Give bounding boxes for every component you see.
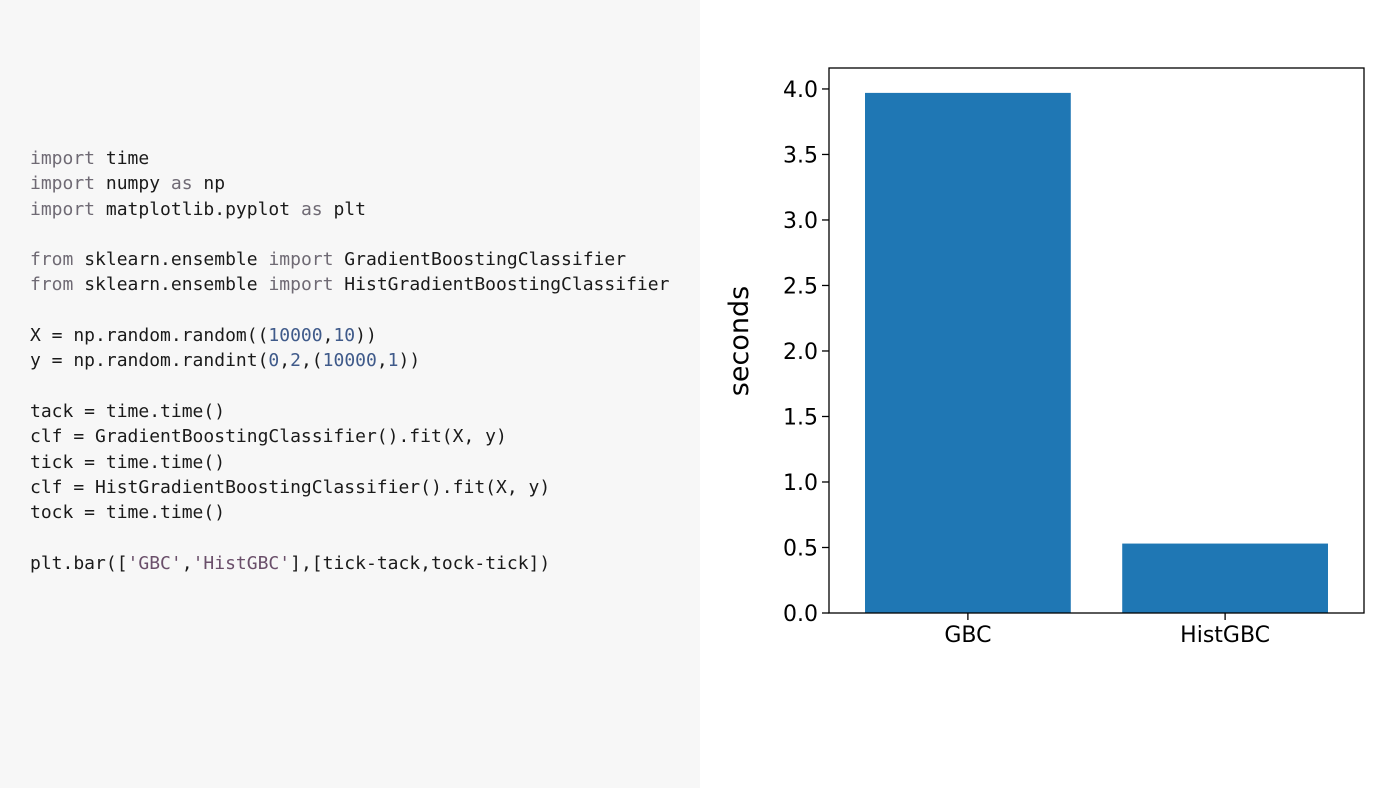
code-line: plt.bar(['GBC','HistGBC'],[tick-tack,toc… (30, 551, 669, 576)
y-tick-label: 1.5 (783, 405, 818, 430)
code-text: ],[tick-tack,tock-tick]) (290, 552, 551, 574)
code-line: tick = time.time() (30, 450, 669, 475)
code-text: , (181, 552, 193, 574)
code-text: sklearn.ensemble (73, 249, 269, 271)
code-line: ​ (30, 374, 669, 399)
code-text: np (192, 173, 226, 195)
code-text: )) (398, 350, 421, 372)
plot-frame (828, 67, 1365, 614)
y-axis-label: seconds (724, 286, 755, 396)
code-line: import numpy as np (30, 171, 669, 196)
code-keyword: as (170, 173, 193, 195)
code-text: , (279, 350, 291, 372)
code-line: clf = HistGradientBoostingClassifier().f… (30, 475, 669, 500)
code-line: X = np.random.random((10000,10)) (30, 323, 669, 348)
code-line: ​ (30, 222, 669, 247)
bar-histgbc (1122, 543, 1328, 613)
bar-chart: 0.0 0.5 1.0 1.5 2.0 2.5 3.0 3.5 4.0 GBC HistGBC s… (724, 67, 1365, 648)
code-text: ,( (300, 350, 323, 372)
code-number: 1 (387, 350, 399, 372)
y-tick-label: 1.0 (783, 471, 818, 496)
code-keyword: import (30, 148, 96, 169)
y-tick-label: 4.0 (783, 78, 818, 103)
y-tick-label: 0.0 (783, 602, 818, 627)
code-keyword: import (268, 249, 334, 271)
code-text: clf = GradientBoostingClassifier().fit(X… (30, 426, 507, 448)
code-text: plt.bar([ (30, 552, 128, 574)
code-text: tock = time.time() (30, 502, 226, 524)
y-tick-label: 3.5 (783, 143, 818, 168)
code-text: tick = time.time() (30, 451, 226, 473)
code-string: 'GBC' (127, 552, 182, 574)
code-text: numpy (95, 173, 171, 195)
code-number: 2 (290, 350, 301, 372)
code-panel: import time import numpy as np import matp… (30, 146, 670, 576)
code-text: , (376, 350, 388, 372)
code-text: , (322, 325, 334, 347)
code-keyword: import (30, 198, 96, 220)
code-number: 10 (333, 325, 356, 347)
code-line: ​ (30, 525, 669, 550)
code-number: 10000 (322, 350, 377, 372)
code-keyword: as (300, 198, 323, 220)
code-text: sklearn.ensemble (73, 274, 269, 296)
code-keyword: import (268, 274, 334, 296)
code-line: import matplotlib.pyplot as plt (30, 197, 669, 222)
code-line: y = np.random.randint(0,2,(10000,1)) (30, 348, 669, 373)
code-text: matplotlib.pyplot (95, 198, 301, 220)
code-number: 10000 (268, 325, 323, 347)
code-keyword: import (30, 173, 96, 195)
code-block: import time import numpy as np import matp… (30, 146, 669, 576)
code-number: 0 (268, 350, 280, 372)
code-text: time (95, 148, 150, 169)
y-tick-label: 2.0 (783, 340, 818, 365)
code-text: )) (355, 325, 377, 347)
code-text: X = np.random.random(( (30, 325, 269, 347)
code-text: y = np.random.randint( (30, 350, 269, 372)
code-line: tack = time.time() (30, 399, 669, 424)
code-line: clf = GradientBoostingClassifier().fit(X… (30, 424, 669, 449)
code-text: tack = time.time() (30, 400, 226, 422)
x-tick-label-gbc: GBC (944, 623, 991, 648)
code-keyword: from (30, 274, 74, 296)
code-text: GradientBoostingClassifier (333, 249, 627, 271)
y-tick-label: 3.0 (783, 209, 818, 234)
code-line: import time (30, 146, 669, 171)
y-tick-label: 2.5 (783, 274, 818, 299)
code-text: clf = HistGradientBoostingClassifier().f… (30, 476, 551, 498)
code-line: from sklearn.ensemble import GradientBoo… (30, 247, 669, 272)
bar-gbc (865, 92, 1071, 613)
code-string: 'HistGBC' (192, 552, 291, 574)
code-line: ​ (30, 298, 669, 323)
code-keyword: from (30, 249, 74, 271)
y-tick-label: 0.5 (783, 536, 818, 561)
code-line: from sklearn.ensemble import HistGradien… (30, 272, 669, 297)
code-line: tock = time.time() (30, 500, 669, 525)
code-text: HistGradientBoostingClassifier (333, 274, 670, 296)
x-tick-label-histgbc: HistGBC (1180, 623, 1270, 648)
code-text: plt (322, 198, 366, 220)
